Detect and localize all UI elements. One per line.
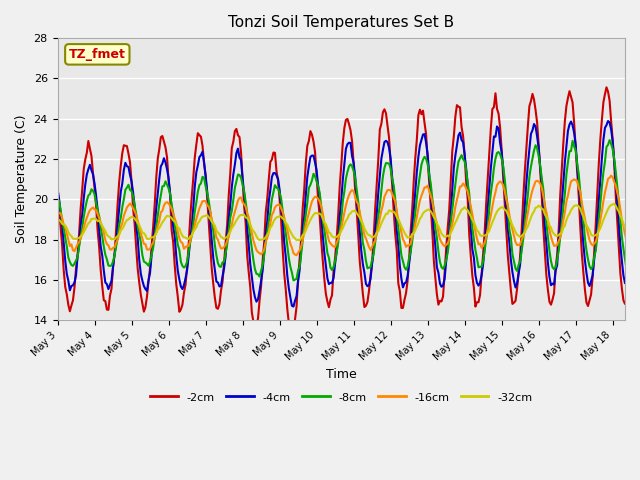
Y-axis label: Soil Temperature (C): Soil Temperature (C): [15, 115, 28, 243]
-4cm: [74, 253, 81, 259]
-2cm: [476, 292, 484, 298]
-8cm: [290, 277, 298, 283]
-8cm: [92, 200, 100, 205]
Line: -4cm: -4cm: [58, 116, 640, 307]
-8cm: [564, 159, 572, 165]
-8cm: [54, 196, 61, 202]
-2cm: [74, 252, 81, 258]
-4cm: [92, 192, 100, 198]
-32cm: [74, 235, 81, 241]
Line: -32cm: -32cm: [58, 204, 640, 240]
-32cm: [296, 238, 303, 243]
-4cm: [476, 280, 484, 286]
-4cm: [564, 128, 572, 134]
Line: -16cm: -16cm: [58, 175, 640, 255]
-16cm: [564, 192, 572, 198]
-4cm: [54, 185, 61, 191]
-32cm: [564, 213, 572, 219]
-16cm: [292, 252, 300, 258]
-16cm: [359, 225, 367, 230]
-4cm: [290, 304, 298, 310]
Text: TZ_fmet: TZ_fmet: [69, 48, 125, 61]
-2cm: [92, 203, 100, 208]
-16cm: [476, 240, 484, 246]
-2cm: [288, 334, 296, 340]
-32cm: [611, 201, 618, 207]
Title: Tonzi Soil Temperatures Set B: Tonzi Soil Temperatures Set B: [228, 15, 454, 30]
-2cm: [54, 185, 61, 191]
Line: -2cm: -2cm: [58, 85, 640, 337]
-16cm: [74, 241, 81, 247]
-8cm: [359, 240, 367, 246]
-16cm: [92, 207, 100, 213]
X-axis label: Time: Time: [326, 368, 356, 381]
-16cm: [54, 208, 61, 214]
-32cm: [54, 216, 61, 222]
-32cm: [92, 216, 100, 222]
-2cm: [359, 291, 367, 297]
Legend: -2cm, -4cm, -8cm, -16cm, -32cm: -2cm, -4cm, -8cm, -16cm, -32cm: [146, 388, 537, 408]
-32cm: [476, 232, 484, 238]
-2cm: [564, 95, 572, 101]
-8cm: [476, 264, 484, 270]
-4cm: [359, 261, 367, 267]
-32cm: [359, 221, 367, 227]
-8cm: [74, 254, 81, 260]
Line: -8cm: -8cm: [58, 139, 640, 280]
